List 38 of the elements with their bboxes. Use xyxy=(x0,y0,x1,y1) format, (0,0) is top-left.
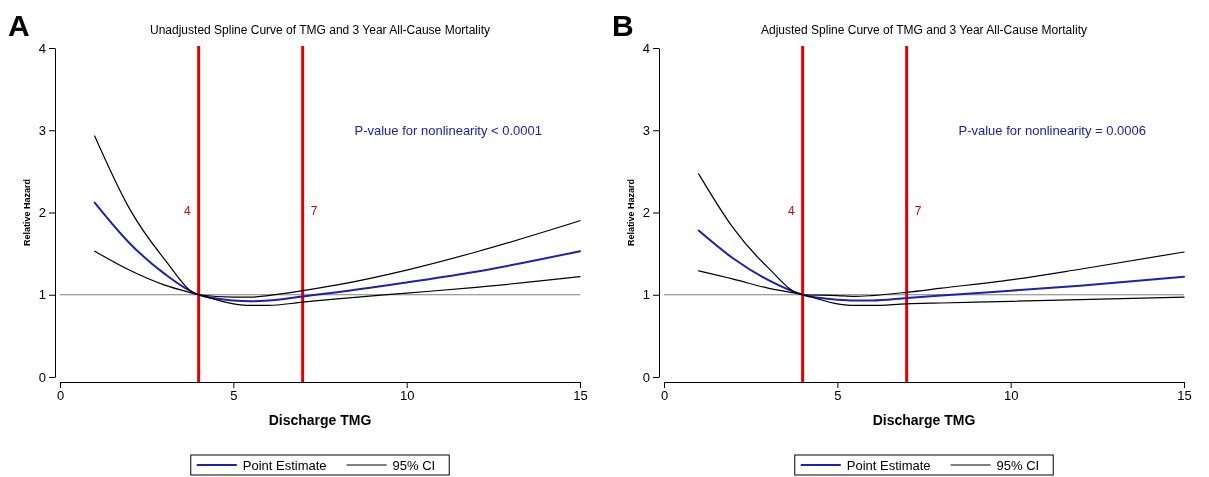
x-tick-label: 10 xyxy=(1003,388,1019,404)
ref-line-label: 4 xyxy=(183,203,191,218)
y-tick-label: 4 xyxy=(642,40,650,56)
y-tick-label: 3 xyxy=(38,122,46,138)
y-tick-label: 0 xyxy=(642,369,650,385)
chart-title: Unadjusted Spline Curve of TMG and 3 Year All-Cause Mortality xyxy=(150,23,490,37)
text: B xyxy=(612,9,634,42)
y-tick-label: 2 xyxy=(642,205,650,221)
line-series xyxy=(697,229,1185,302)
y-tick-label: 1 xyxy=(642,287,650,303)
legend-label: 95% CI xyxy=(996,458,1040,473)
annotation: P-value for nonlinearity = 0.0006 xyxy=(958,123,1147,139)
x-tick-label: 10 xyxy=(399,388,415,404)
ref-line-label: 4 xyxy=(787,203,795,218)
chart-title: Adjusted Spline Curve of TMG and 3 Year All-Cause Mortality xyxy=(761,23,1087,37)
x-tick-label: 5 xyxy=(834,388,842,404)
text: A xyxy=(8,9,30,42)
y-tick-label: 1 xyxy=(38,287,46,303)
legend-label: Point Estimate xyxy=(242,458,327,473)
y-tick-label: 0 xyxy=(38,369,46,385)
ref-line-label: 7 xyxy=(914,203,922,218)
x-tick-label: 0 xyxy=(56,388,65,404)
x-tick-label: 15 xyxy=(1177,388,1192,404)
x-axis-title: Discharge TMG xyxy=(268,412,372,428)
y-tick-label: 3 xyxy=(642,122,650,138)
legend-label: 95% CI xyxy=(392,458,436,473)
annotation: P-value for nonlinearity < 0.0001 xyxy=(354,123,543,139)
y-tick-label: 2 xyxy=(38,205,46,221)
x-tick-label: 0 xyxy=(660,388,669,404)
y-tick-label: 4 xyxy=(38,40,46,56)
y-axis-title: Relative Hazard xyxy=(626,178,636,247)
legend-label: Point Estimate xyxy=(846,458,931,473)
ref-line-label: 7 xyxy=(310,203,318,218)
line-series xyxy=(93,201,581,303)
x-tick-label: 5 xyxy=(230,388,238,404)
y-axis-title: Relative Hazard xyxy=(22,178,32,247)
x-tick-label: 15 xyxy=(573,388,588,404)
x-axis-title: Discharge TMG xyxy=(872,412,976,428)
